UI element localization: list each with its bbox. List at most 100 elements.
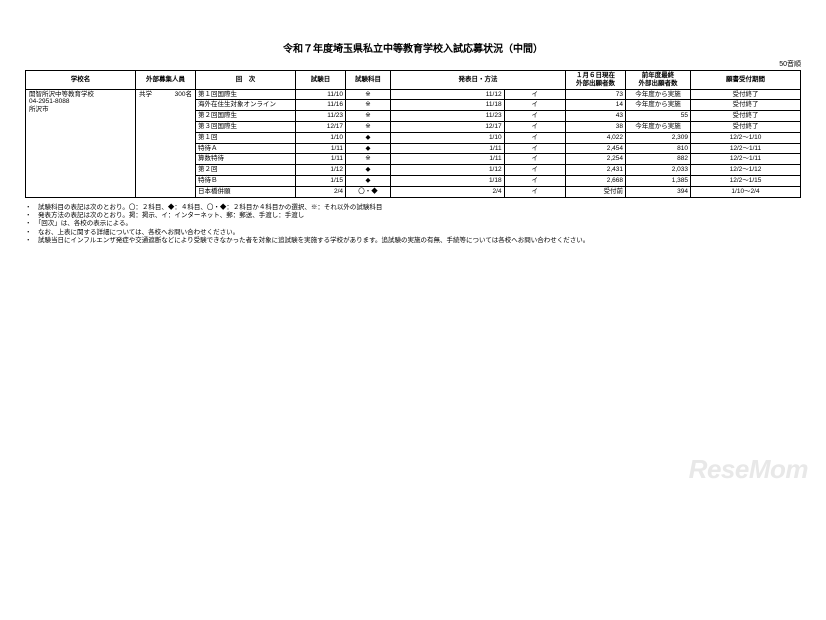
ann-method: イ (504, 165, 565, 176)
subjects: ※ (346, 154, 391, 165)
ann-method: イ (504, 111, 565, 122)
applicants-curr: 2,454 (566, 143, 626, 154)
application-table: 学校名 外部募集人員 回 次 試験日 試験科目 発表日・方法 １月６日現在 外部… (25, 70, 801, 198)
th-school: 学校名 (26, 71, 136, 90)
exam-date: 2/4 (296, 186, 346, 197)
ann-date: 1/18 (391, 175, 505, 186)
period: 12/2～1/15 (691, 175, 801, 186)
period: 12/2～1/11 (691, 154, 801, 165)
exam-date: 1/10 (296, 132, 346, 143)
table-row: 開智所沢中等教育学校04-2951-8088所沢市共学300名第１回国際生11/… (26, 89, 801, 100)
ann-method: イ (504, 175, 565, 186)
ann-method: イ (504, 154, 565, 165)
exam-date: 11/16 (296, 100, 346, 111)
ann-date: 12/17 (391, 121, 505, 132)
page-title: 令和７年度埼玉県私立中等教育学校入試応募状況（中間） (25, 40, 801, 55)
round-name: 算数特待 (196, 154, 296, 165)
applicants-prev: 394 (626, 186, 691, 197)
applicants-curr: 38 (566, 121, 626, 132)
exam-date: 11/10 (296, 89, 346, 100)
period: 受付終了 (691, 111, 801, 122)
round-name: 第３回国際生 (196, 121, 296, 132)
exam-date: 12/17 (296, 121, 346, 132)
period: 受付終了 (691, 89, 801, 100)
subjects: ◆ (346, 143, 391, 154)
subjects: ◆ (346, 175, 391, 186)
subjects: ※ (346, 121, 391, 132)
exam-date: 1/12 (296, 165, 346, 176)
exam-date: 1/15 (296, 175, 346, 186)
applicants-prev: 今年度から実施 (626, 100, 691, 111)
exam-date: 11/23 (296, 111, 346, 122)
th-recruit: 外部募集人員 (136, 71, 196, 90)
round-name: 第２回国際生 (196, 111, 296, 122)
ann-method: イ (504, 121, 565, 132)
notes-list: ・ 試験科目の表記は次のとおり。〇：２科目、◆：４科目、〇・◆：２科目か４科目か… (25, 204, 801, 246)
applicants-prev: 2,033 (626, 165, 691, 176)
period: 受付終了 (691, 121, 801, 132)
note-item: ・ 試験科目の表記は次のとおり。〇：２科目、◆：４科目、〇・◆：２科目か４科目か… (25, 204, 801, 212)
subjects: ※ (346, 100, 391, 111)
period: 12/2～1/12 (691, 165, 801, 176)
subjects: ◆ (346, 132, 391, 143)
note-item: ・ 「回次」は、各校の表示による。 (25, 220, 801, 228)
ann-date: 1/10 (391, 132, 505, 143)
ann-date: 1/12 (391, 165, 505, 176)
th-subjects: 試験科目 (346, 71, 391, 90)
note-item: ・ 試験当日にインフルエンザ発症や交通遮断などにより受験できなかった者を対象に追… (25, 237, 801, 245)
period: 受付終了 (691, 100, 801, 111)
subjects: ◆ (346, 165, 391, 176)
th-period: 願書受付期間 (691, 71, 801, 90)
subjects: 〇・◆ (346, 186, 391, 197)
ann-date: 11/12 (391, 89, 505, 100)
ann-method: イ (504, 132, 565, 143)
ann-date: 1/11 (391, 154, 505, 165)
ann-date: 11/23 (391, 111, 505, 122)
applicants-curr: 受付前 (566, 186, 626, 197)
th-prev: 前年度最終 外部出願者数 (626, 71, 691, 90)
applicants-prev: 2,309 (626, 132, 691, 143)
th-announce: 発表日・方法 (391, 71, 566, 90)
applicants-curr: 73 (566, 89, 626, 100)
applicants-curr: 4,022 (566, 132, 626, 143)
ann-method: イ (504, 186, 565, 197)
round-name: 第２回 (196, 165, 296, 176)
period: 1/10～2/4 (691, 186, 801, 197)
period: 12/2～1/10 (691, 132, 801, 143)
exam-date: 1/11 (296, 143, 346, 154)
th-curr: １月６日現在 外部出願者数 (566, 71, 626, 90)
applicants-curr: 2,254 (566, 154, 626, 165)
ann-date: 11/18 (391, 100, 505, 111)
exam-date: 1/11 (296, 154, 346, 165)
applicants-curr: 14 (566, 100, 626, 111)
applicants-curr: 43 (566, 111, 626, 122)
subjects: ※ (346, 111, 391, 122)
round-name: 第１回 (196, 132, 296, 143)
round-name: 特待Ｂ (196, 175, 296, 186)
applicants-prev: 1,385 (626, 175, 691, 186)
round-name: 特待Ａ (196, 143, 296, 154)
round-name: 日本橋併願 (196, 186, 296, 197)
note-item: ・ 発表方法の表記は次のとおり。掲：掲示、イ：インターネット、郵：郵送、手渡し：… (25, 212, 801, 220)
period: 12/2～1/11 (691, 143, 801, 154)
applicants-prev: 今年度から実施 (626, 89, 691, 100)
ann-date: 1/11 (391, 143, 505, 154)
applicants-prev: 55 (626, 111, 691, 122)
applicants-curr: 2,668 (566, 175, 626, 186)
ann-method: イ (504, 143, 565, 154)
applicants-prev: 今年度から実施 (626, 121, 691, 132)
unit-label: 50音順 (25, 59, 801, 69)
ann-method: イ (504, 89, 565, 100)
ann-method: イ (504, 100, 565, 111)
applicants-prev: 882 (626, 154, 691, 165)
ann-date: 2/4 (391, 186, 505, 197)
watermark: ReseMom (689, 454, 808, 485)
applicants-curr: 2,431 (566, 165, 626, 176)
school-info: 開智所沢中等教育学校04-2951-8088所沢市 (26, 89, 136, 197)
th-examdate: 試験日 (296, 71, 346, 90)
round-name: 第１回国際生 (196, 89, 296, 100)
th-round: 回 次 (196, 71, 296, 90)
round-name: 海外在住生対象オンライン (196, 100, 296, 111)
applicants-prev: 810 (626, 143, 691, 154)
capacity-cell: 共学300名 (136, 89, 196, 197)
